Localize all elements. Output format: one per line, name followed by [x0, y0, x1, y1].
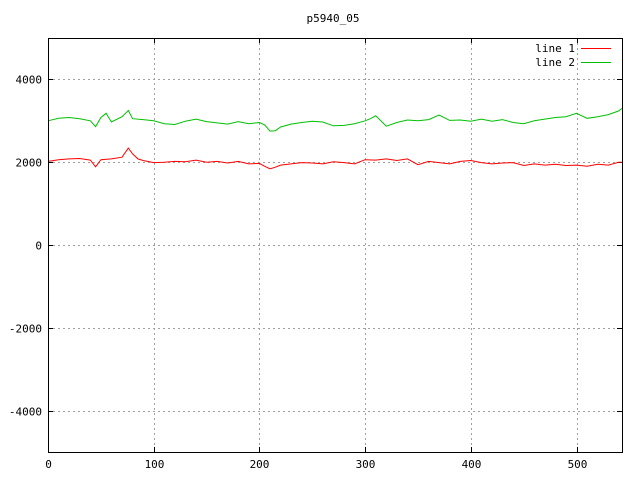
x-tick-label: 300: [356, 458, 376, 471]
legend-label-line-1: line 1: [535, 42, 575, 55]
chart-title: p5940_05: [307, 12, 360, 25]
series-line-1: [47, 147, 622, 170]
y-tick-label: -4000: [9, 406, 42, 419]
legend-label-line-2: line 2: [535, 56, 575, 69]
x-tick-label: 100: [145, 458, 165, 471]
x-tick-label: 0: [45, 458, 52, 471]
y-tick-label: -2000: [9, 323, 42, 336]
series-line-2: [47, 108, 623, 132]
y-tick-label: 0: [35, 240, 42, 253]
y-tick-label: 4000: [16, 74, 43, 87]
y-tick-label: 2000: [16, 157, 43, 170]
x-tick-label: 200: [250, 458, 270, 471]
legend: line 1 line 2: [535, 42, 611, 69]
x-tick-label: 400: [462, 458, 482, 471]
series-lines: [47, 108, 623, 170]
plot-frame: [48, 38, 623, 453]
x-tick-label: 500: [568, 458, 588, 471]
gridlines: [48, 38, 622, 452]
axis-ticks: 0 100 200 300 400 500 -4000 -2000 0 2000 4000: [9, 38, 622, 471]
